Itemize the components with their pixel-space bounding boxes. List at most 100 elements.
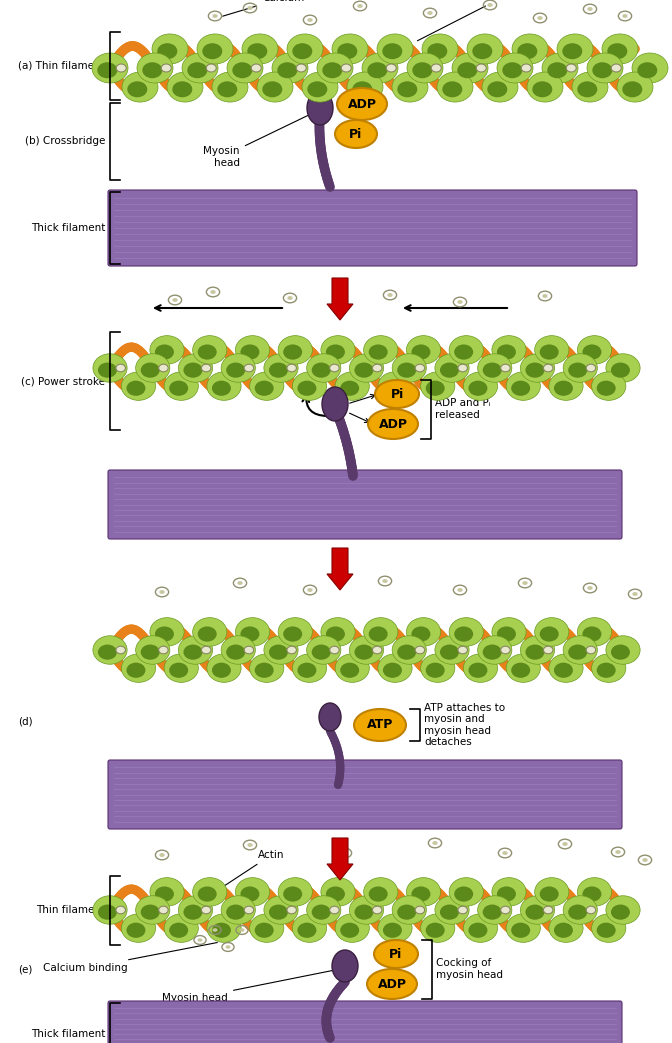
Text: (a) Thin filament: (a) Thin filament	[18, 60, 105, 71]
Ellipse shape	[502, 63, 522, 78]
Ellipse shape	[210, 290, 216, 294]
Ellipse shape	[427, 11, 433, 15]
Ellipse shape	[607, 43, 627, 59]
Ellipse shape	[342, 851, 347, 855]
Ellipse shape	[375, 380, 419, 408]
Ellipse shape	[340, 923, 360, 938]
Ellipse shape	[221, 636, 255, 664]
Ellipse shape	[92, 53, 128, 83]
Ellipse shape	[97, 63, 118, 78]
Ellipse shape	[354, 709, 406, 741]
Ellipse shape	[532, 81, 552, 97]
Ellipse shape	[167, 72, 203, 102]
Ellipse shape	[159, 590, 165, 593]
Ellipse shape	[264, 354, 298, 382]
Ellipse shape	[586, 906, 595, 914]
Text: ADP: ADP	[378, 417, 407, 431]
Ellipse shape	[126, 381, 145, 396]
Ellipse shape	[150, 877, 184, 906]
Ellipse shape	[407, 617, 441, 647]
Ellipse shape	[226, 645, 245, 660]
Ellipse shape	[335, 120, 377, 148]
Ellipse shape	[442, 81, 462, 97]
Ellipse shape	[157, 43, 177, 59]
Ellipse shape	[435, 636, 469, 664]
Ellipse shape	[296, 64, 306, 72]
Ellipse shape	[557, 34, 593, 64]
Ellipse shape	[487, 81, 507, 97]
Ellipse shape	[283, 887, 302, 901]
Ellipse shape	[150, 336, 184, 364]
Ellipse shape	[233, 63, 252, 78]
Ellipse shape	[597, 381, 616, 396]
Ellipse shape	[378, 914, 412, 942]
Ellipse shape	[278, 336, 312, 364]
Ellipse shape	[521, 64, 532, 72]
Ellipse shape	[98, 904, 117, 920]
Ellipse shape	[435, 354, 469, 382]
Ellipse shape	[354, 645, 374, 660]
Ellipse shape	[432, 841, 437, 845]
FancyArrow shape	[327, 548, 353, 590]
Ellipse shape	[326, 344, 345, 360]
Ellipse shape	[527, 72, 563, 102]
Ellipse shape	[542, 53, 578, 83]
Text: Cocking of
myosin head: Cocking of myosin head	[436, 959, 503, 979]
Ellipse shape	[611, 645, 630, 660]
Ellipse shape	[172, 81, 192, 97]
Ellipse shape	[164, 654, 198, 682]
Ellipse shape	[349, 636, 384, 664]
Ellipse shape	[178, 354, 212, 382]
Ellipse shape	[292, 914, 327, 942]
Ellipse shape	[116, 647, 126, 654]
Ellipse shape	[250, 372, 284, 401]
Ellipse shape	[207, 372, 241, 401]
Ellipse shape	[431, 64, 442, 72]
Ellipse shape	[454, 887, 473, 901]
Ellipse shape	[440, 363, 459, 378]
Ellipse shape	[335, 654, 370, 682]
Text: Calcium binding: Calcium binding	[44, 943, 217, 973]
Ellipse shape	[383, 662, 402, 678]
Ellipse shape	[354, 363, 374, 378]
Ellipse shape	[427, 43, 448, 59]
Ellipse shape	[369, 887, 388, 901]
Ellipse shape	[235, 877, 269, 906]
Ellipse shape	[369, 627, 388, 641]
Ellipse shape	[415, 906, 425, 914]
Ellipse shape	[278, 63, 297, 78]
Ellipse shape	[522, 581, 528, 585]
Ellipse shape	[206, 64, 216, 72]
Ellipse shape	[322, 387, 348, 421]
Text: Actin: Actin	[217, 850, 284, 891]
Ellipse shape	[362, 53, 398, 83]
Ellipse shape	[506, 372, 540, 401]
Ellipse shape	[617, 72, 653, 102]
Ellipse shape	[317, 53, 353, 83]
Ellipse shape	[549, 654, 583, 682]
Ellipse shape	[244, 906, 254, 914]
Ellipse shape	[283, 627, 302, 641]
Ellipse shape	[478, 896, 512, 924]
Ellipse shape	[482, 904, 502, 920]
Text: ADP: ADP	[347, 97, 376, 111]
Ellipse shape	[217, 81, 237, 97]
Ellipse shape	[520, 636, 554, 664]
Ellipse shape	[478, 636, 512, 664]
Ellipse shape	[330, 647, 339, 654]
Ellipse shape	[383, 923, 402, 938]
Ellipse shape	[354, 904, 374, 920]
Ellipse shape	[127, 81, 147, 97]
Ellipse shape	[378, 654, 412, 682]
Text: Actin: Actin	[417, 0, 517, 41]
Ellipse shape	[392, 636, 426, 664]
Ellipse shape	[440, 904, 459, 920]
Ellipse shape	[597, 662, 616, 678]
Text: (c) Power stroke: (c) Power stroke	[21, 375, 105, 386]
Ellipse shape	[358, 4, 363, 8]
Ellipse shape	[612, 64, 621, 72]
Ellipse shape	[520, 354, 554, 382]
Ellipse shape	[374, 940, 418, 968]
Ellipse shape	[340, 381, 360, 396]
Ellipse shape	[549, 914, 583, 942]
